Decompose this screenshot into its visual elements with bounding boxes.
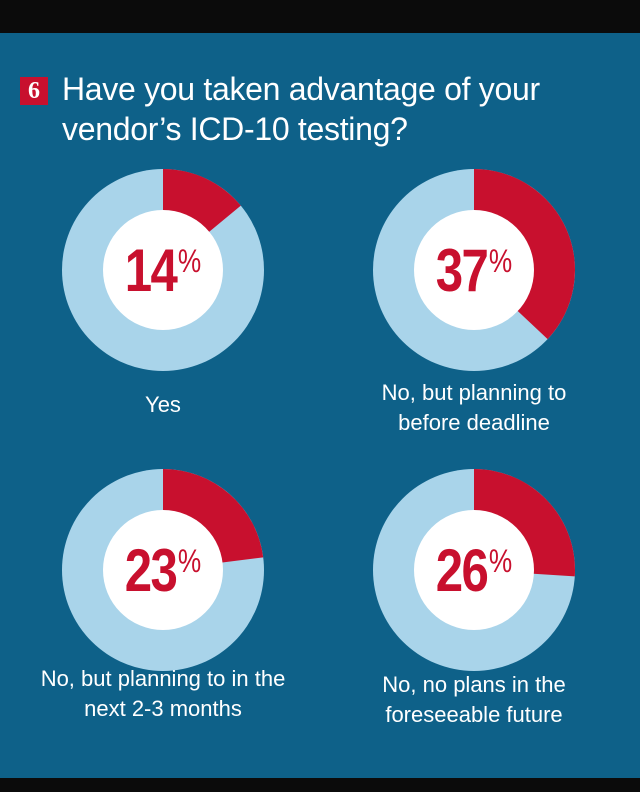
donut-chart-planning-2-3-months: 23% [61, 468, 265, 672]
donut-label-no-plans: No, no plans in the foreseeable future [334, 670, 614, 730]
label-line: No, but planning to in the [40, 666, 286, 691]
donut-chart-yes: 14% [61, 168, 265, 372]
percent-symbol: % [177, 542, 202, 579]
label-line: No, but planning to [381, 380, 567, 405]
percent-number: 26 [435, 536, 489, 604]
percent-number: 23 [124, 536, 178, 604]
label-line: before deadline [398, 410, 550, 435]
label-line: Yes [145, 392, 181, 417]
donut-label-planning-2-3-months: No, but planning to in the next 2-3 mont… [23, 664, 303, 724]
donut-center [414, 210, 534, 330]
label-line: No, no plans in the [382, 672, 566, 697]
label-line: foreseeable future [385, 702, 563, 727]
donut-svg [62, 469, 264, 671]
donut-center [103, 510, 223, 630]
percent-value: 26% [390, 468, 557, 672]
chart-panel [0, 33, 640, 778]
question-number-badge: 6 [20, 77, 48, 105]
label-line: next 2-3 months [84, 696, 242, 721]
percent-value: 23% [79, 468, 246, 672]
chart-title: Have you taken advantage of your vendor’… [62, 71, 540, 147]
donut-center [414, 510, 534, 630]
donut-chart-no-plans: 26% [372, 468, 576, 672]
percent-symbol: % [488, 242, 513, 279]
percent-value: 14% [79, 168, 246, 372]
percent-number: 37 [435, 236, 489, 304]
donut-center [103, 210, 223, 330]
percent-value: 37% [390, 168, 557, 372]
donut-svg [373, 169, 576, 371]
donut-label-yes: Yes [23, 390, 303, 420]
donut-chart-planning-before-deadline: 37% [372, 168, 576, 372]
percent-number: 14 [124, 236, 178, 304]
percent-symbol: % [177, 242, 202, 279]
donut-svg [373, 469, 575, 671]
percent-symbol: % [488, 542, 513, 579]
donut-svg [62, 169, 264, 371]
donut-label-planning-before-deadline: No, but planning to before deadline [334, 378, 614, 438]
